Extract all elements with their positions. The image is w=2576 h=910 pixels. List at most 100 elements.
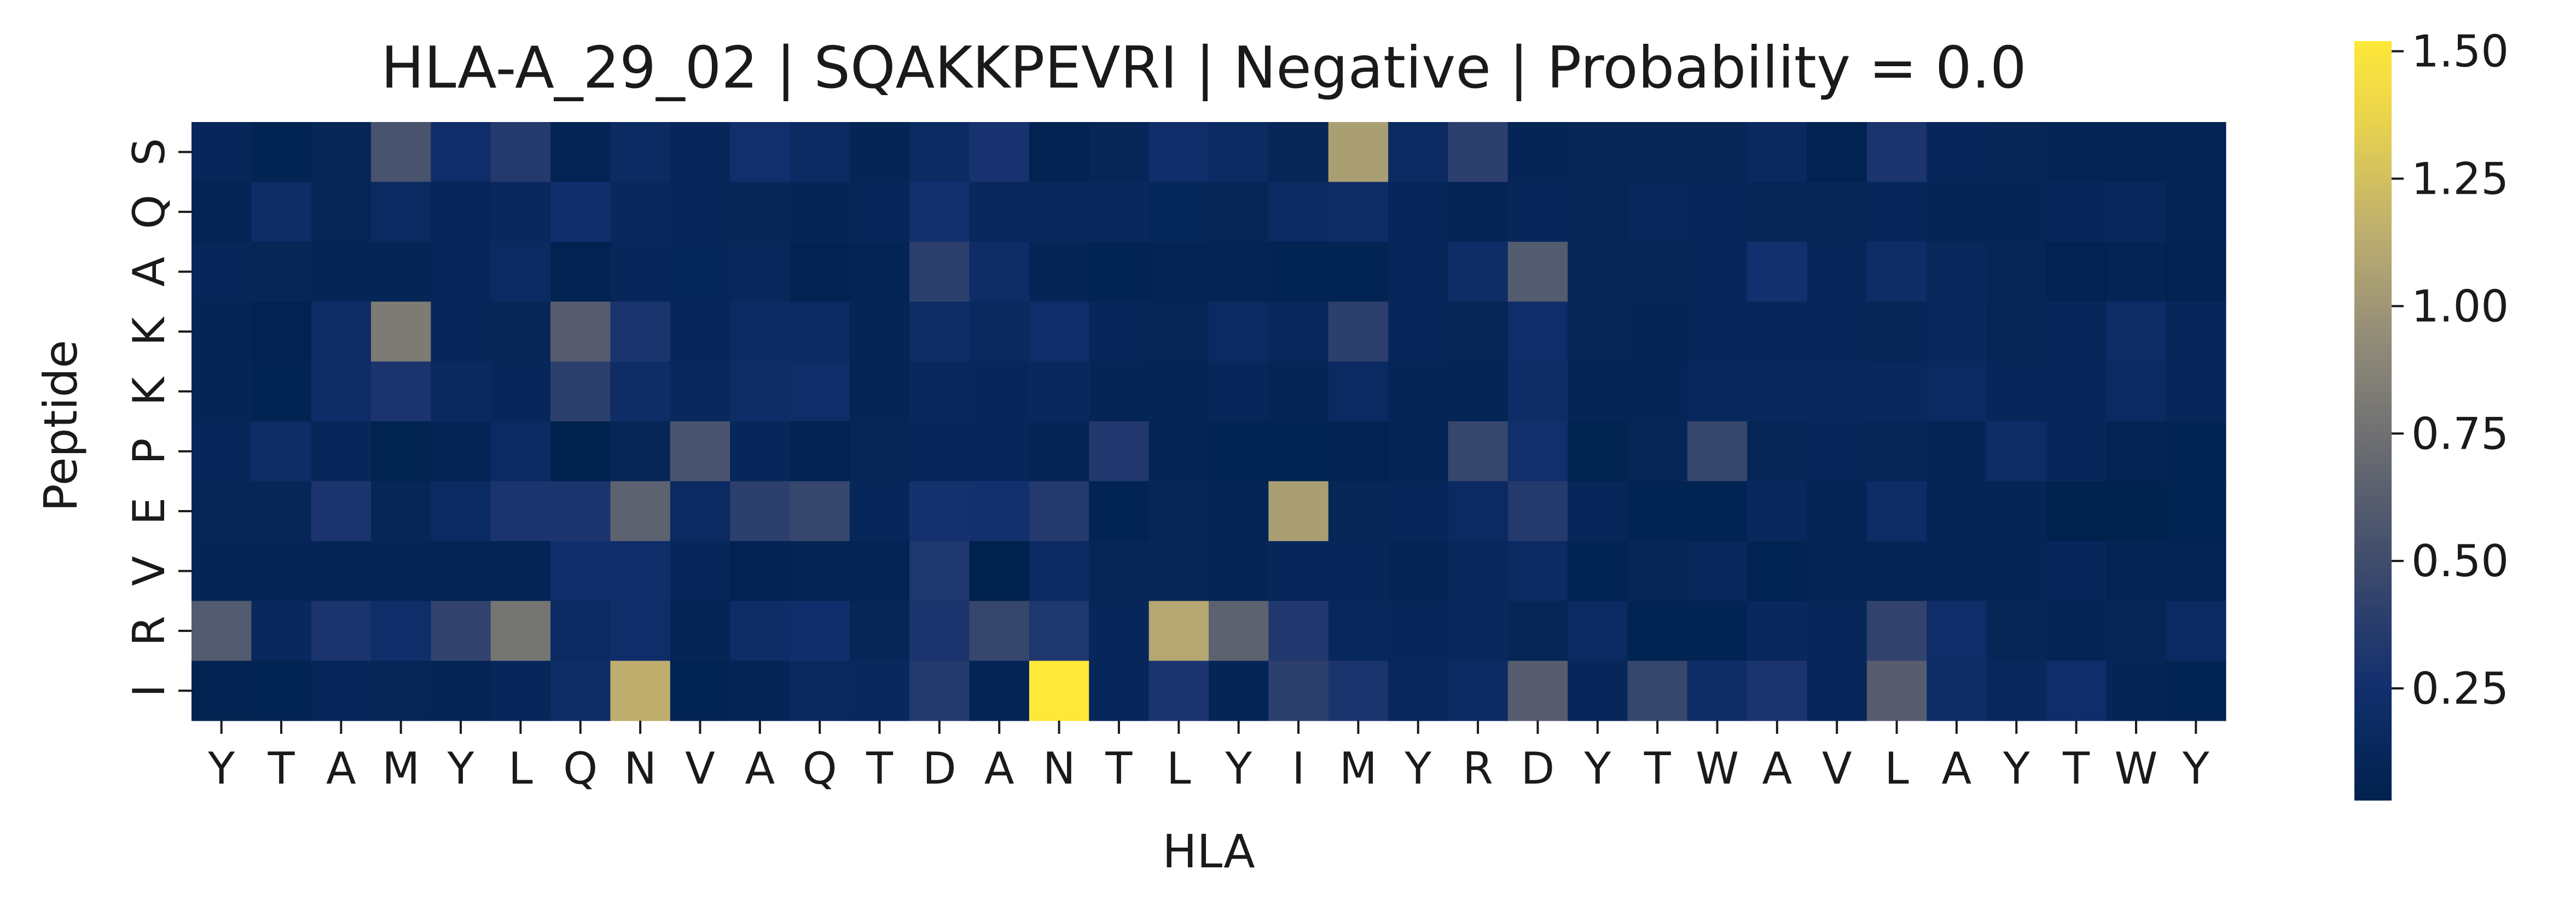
heatmap-cell bbox=[1568, 361, 1628, 422]
heatmap-cell bbox=[1148, 302, 1209, 362]
heatmap-cell bbox=[1687, 660, 1748, 721]
x-tick-label: R bbox=[1463, 743, 1493, 794]
x-tick-label: L bbox=[1167, 743, 1191, 794]
heatmap-cell bbox=[1448, 241, 1509, 302]
x-tick-label: W bbox=[1696, 743, 1739, 794]
heatmap-cell bbox=[2106, 182, 2167, 242]
heatmap-cell bbox=[969, 660, 1030, 721]
heatmap-cell bbox=[1747, 241, 1808, 302]
chart-title: HLA-A_29_02 | SQAKKPEVRI | Negative | Pr… bbox=[381, 34, 2027, 102]
heatmap-cell bbox=[730, 182, 791, 242]
heatmap-cell bbox=[1687, 361, 1748, 422]
heatmap-cell bbox=[1448, 421, 1509, 482]
heatmap-cell bbox=[251, 302, 312, 362]
heatmap-cell bbox=[1089, 122, 1150, 182]
y-tick-label: Q bbox=[124, 195, 175, 229]
heatmap-cell bbox=[2166, 481, 2226, 542]
heatmap-cell bbox=[1927, 421, 1987, 482]
heatmap-cell bbox=[1148, 421, 1209, 482]
heatmap-cell bbox=[2166, 660, 2226, 721]
heatmap-cell bbox=[1328, 122, 1389, 182]
heatmap-cell bbox=[431, 302, 491, 362]
heatmap-cell bbox=[1986, 481, 2047, 542]
heatmap-cell bbox=[311, 660, 372, 721]
heatmap-cell bbox=[1927, 182, 1987, 242]
heatmap-cell bbox=[1568, 660, 1628, 721]
x-tick-label: T bbox=[2062, 743, 2090, 794]
heatmap-cell bbox=[1089, 361, 1150, 422]
heatmap-cell bbox=[730, 122, 791, 182]
heatmap-cell bbox=[790, 361, 850, 422]
heatmap-cell bbox=[1388, 481, 1449, 542]
heatmap-cell bbox=[1388, 182, 1449, 242]
colorbar-tick-label: 0.25 bbox=[2411, 663, 2509, 714]
heatmap-cell bbox=[490, 421, 551, 482]
x-tick-label: V bbox=[685, 743, 715, 794]
heatmap-cell bbox=[2166, 601, 2226, 662]
heatmap-cell bbox=[490, 241, 551, 302]
x-axis-label: HLA bbox=[1162, 825, 1255, 878]
heatmap-cell bbox=[490, 541, 551, 601]
heatmap-cell bbox=[969, 541, 1030, 601]
heatmap-cell bbox=[431, 541, 491, 601]
x-tick-label: Y bbox=[2182, 743, 2210, 794]
heatmap-cell bbox=[1627, 601, 1688, 662]
y-axis-label: Peptide bbox=[34, 340, 88, 512]
heatmap-cell bbox=[1807, 660, 1867, 721]
heatmap-cell bbox=[1507, 421, 1568, 482]
heatmap-cell bbox=[2046, 361, 2107, 422]
heatmap-cell bbox=[969, 421, 1030, 482]
heatmap-cell bbox=[1927, 660, 1987, 721]
heatmap-cell bbox=[1747, 601, 1808, 662]
heatmap-cell bbox=[730, 241, 791, 302]
heatmap-cell bbox=[1866, 302, 1927, 362]
heatmap-cell bbox=[730, 361, 791, 422]
x-tick-label: A bbox=[1942, 743, 1972, 794]
heatmap-cell bbox=[2046, 302, 2107, 362]
x-tick-label: Y bbox=[207, 743, 235, 794]
heatmap-cell bbox=[670, 122, 730, 182]
heatmap-cell bbox=[192, 660, 252, 721]
heatmap-cell bbox=[1209, 182, 1269, 242]
heatmap-cell bbox=[909, 421, 970, 482]
heatmap-cell bbox=[251, 601, 312, 662]
x-tick-label: T bbox=[268, 743, 295, 794]
heatmap-cell bbox=[1807, 541, 1867, 601]
heatmap-cell bbox=[909, 182, 970, 242]
heatmap-cell bbox=[670, 361, 730, 422]
heatmap-cell bbox=[1866, 122, 1927, 182]
heatmap-cell bbox=[2046, 541, 2107, 601]
heatmap-cell bbox=[1747, 361, 1808, 422]
heatmap-cell bbox=[1568, 481, 1628, 542]
heatmap-cell bbox=[1866, 601, 1927, 662]
heatmap-cell bbox=[1747, 302, 1808, 362]
heatmap-cell bbox=[1568, 421, 1628, 482]
heatmap-cell bbox=[730, 481, 791, 542]
heatmap-cell bbox=[1209, 241, 1269, 302]
heatmap-cell bbox=[1388, 241, 1449, 302]
heatmap-cell bbox=[490, 122, 551, 182]
y-tick-label: I bbox=[124, 685, 175, 698]
heatmap-cell bbox=[1328, 601, 1389, 662]
heatmap-cell bbox=[192, 421, 252, 482]
heatmap-cell bbox=[1089, 541, 1150, 601]
heatmap-cell bbox=[1927, 541, 1987, 601]
heatmap-cell bbox=[1627, 122, 1688, 182]
heatmap-cell bbox=[1209, 421, 1269, 482]
heatmap-cell bbox=[1568, 541, 1628, 601]
heatmap-cell bbox=[1148, 601, 1209, 662]
heatmap-cell bbox=[1029, 302, 1089, 362]
y-tick-label: K bbox=[124, 376, 175, 406]
heatmap-cell bbox=[550, 302, 611, 362]
heatmap-cell bbox=[1448, 122, 1509, 182]
heatmap-cell bbox=[371, 241, 432, 302]
heatmap-cell bbox=[909, 122, 970, 182]
heatmap-cell bbox=[1687, 421, 1748, 482]
heatmap-cell bbox=[1687, 182, 1748, 242]
heatmap-cell bbox=[1507, 541, 1568, 601]
heatmap-cell bbox=[192, 302, 252, 362]
heatmap-cell bbox=[1807, 421, 1867, 482]
heatmap-cell bbox=[1687, 481, 1748, 542]
heatmap-cell bbox=[1866, 361, 1927, 422]
